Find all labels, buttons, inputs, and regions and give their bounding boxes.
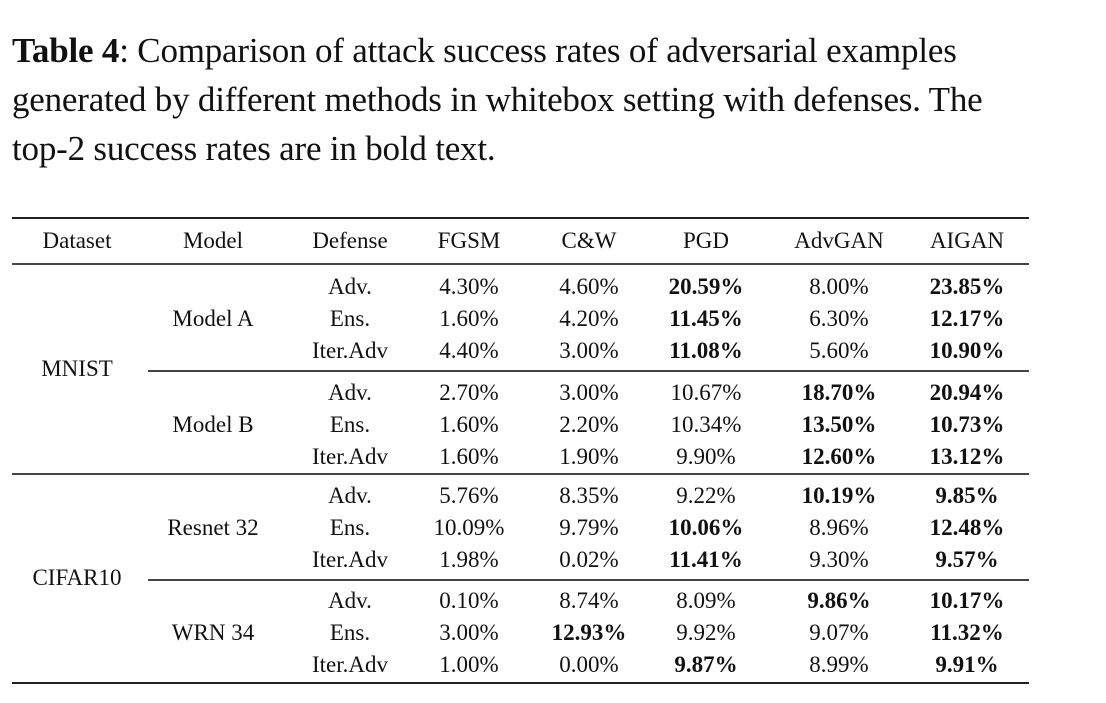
table-cell: 10.73% — [929, 412, 1005, 437]
table-cell: 12.93% — [551, 620, 627, 645]
table-cell: 11.08% — [669, 338, 743, 363]
model-label: Resnet 32 — [167, 515, 259, 540]
table-cell: 10.90% — [929, 338, 1005, 363]
table-cell: 9.07% — [809, 620, 869, 645]
table-cell: 1.90% — [559, 444, 619, 469]
table-cell: 5.76% — [439, 483, 499, 508]
table-cell: 10.09% — [433, 515, 505, 540]
table-cell: 9.87% — [674, 652, 738, 677]
table-cell: 3.00% — [439, 620, 499, 645]
table-cell: 8.99% — [809, 652, 869, 677]
caption-text: : Comparison of attack success rates of … — [12, 31, 983, 168]
table-cell: 20.59% — [668, 274, 744, 299]
table-cell: 4.40% — [439, 338, 499, 363]
table-cell: 23.85% — [929, 274, 1005, 299]
defense-label: Adv. — [328, 483, 372, 508]
table-cell: 11.41% — [669, 547, 743, 572]
table-cell: 9.79% — [559, 515, 619, 540]
dataset-label: MNIST — [41, 356, 113, 381]
table-cell: 12.48% — [929, 515, 1005, 540]
table-cell: 6.30% — [809, 306, 869, 331]
table-cell: 1.60% — [439, 444, 499, 469]
table-cell: 8.09% — [676, 588, 736, 613]
column-header: FGSM — [437, 228, 501, 253]
column-header: Dataset — [42, 228, 112, 253]
table-caption: Table 4: Comparison of attack success ra… — [12, 26, 1032, 173]
table-cell: 1.60% — [439, 306, 499, 331]
column-header: AIGAN — [929, 228, 1005, 253]
table-cell: 5.60% — [809, 338, 869, 363]
table-cell: 3.00% — [559, 380, 619, 405]
table-cell: 9.57% — [935, 547, 999, 572]
model-label: Model B — [172, 412, 254, 437]
model-label: WRN 34 — [171, 620, 255, 645]
table-cell: 12.60% — [801, 444, 877, 469]
table-cell: 11.32% — [930, 620, 1004, 645]
table-cell: 9.85% — [935, 483, 999, 508]
table-label: Table 4 — [12, 31, 120, 70]
header-rule — [12, 263, 1029, 265]
table-cell: 1.98% — [439, 547, 499, 572]
column-header: Defense — [312, 228, 388, 253]
column-header: PGD — [682, 228, 729, 253]
table-cell: 18.70% — [801, 380, 877, 405]
table-cell: 10.06% — [668, 515, 744, 540]
table-cell: 13.50% — [801, 412, 877, 437]
defense-label: Iter.Adv — [311, 652, 388, 677]
table-cell: 8.96% — [809, 515, 869, 540]
column-header: Model — [182, 228, 244, 253]
table-cell: 4.30% — [439, 274, 499, 299]
table-cell: 9.86% — [807, 588, 871, 613]
table-cell: 1.00% — [439, 652, 499, 677]
defense-label: Ens. — [329, 412, 371, 437]
dataset-label: CIFAR10 — [32, 565, 122, 590]
defense-label: Iter.Adv — [311, 444, 388, 469]
table-cell: 9.92% — [676, 620, 736, 645]
table-cell: 9.22% — [676, 483, 736, 508]
table-cell: 10.34% — [670, 412, 742, 437]
column-header: C&W — [561, 228, 617, 253]
table-cell: 10.67% — [670, 380, 742, 405]
table-cell: 8.74% — [559, 588, 619, 613]
dataset-separator — [12, 473, 1029, 475]
bottom-rule — [12, 682, 1029, 684]
table-cell: 9.90% — [676, 444, 736, 469]
table-cell: 2.70% — [439, 380, 499, 405]
top-rule — [12, 217, 1029, 219]
table-cell: 13.12% — [929, 444, 1005, 469]
defense-label: Ens. — [329, 306, 371, 331]
model-label: Model A — [172, 306, 254, 331]
table-cell: 3.00% — [559, 338, 619, 363]
table-cell: 10.17% — [929, 588, 1005, 613]
table-cell: 8.00% — [809, 274, 869, 299]
table-cell: 9.91% — [935, 652, 999, 677]
table-cell: 12.17% — [929, 306, 1005, 331]
column-header: AdvGAN — [794, 228, 884, 253]
model-separator-cifar — [148, 579, 1029, 581]
table-cell: 11.45% — [669, 306, 743, 331]
table-cell: 8.35% — [559, 483, 619, 508]
table-cell: 0.02% — [559, 547, 619, 572]
defense-label: Adv. — [328, 380, 372, 405]
defense-label: Ens. — [329, 515, 371, 540]
table-cell: 2.20% — [559, 412, 619, 437]
defense-label: Iter.Adv — [311, 338, 388, 363]
defense-label: Adv. — [328, 274, 372, 299]
table-cell: 4.60% — [559, 274, 619, 299]
table-cell: 4.20% — [559, 306, 619, 331]
table-cell: 10.19% — [801, 483, 877, 508]
table-cell: 20.94% — [929, 380, 1005, 405]
table-cell: 9.30% — [809, 547, 869, 572]
defense-label: Iter.Adv — [311, 547, 388, 572]
model-separator-mnist — [148, 370, 1029, 372]
table-cell: 1.60% — [439, 412, 499, 437]
defense-label: Adv. — [328, 588, 372, 613]
table-cell: 0.00% — [559, 652, 619, 677]
defense-label: Ens. — [329, 620, 371, 645]
table-cell: 0.10% — [439, 588, 499, 613]
